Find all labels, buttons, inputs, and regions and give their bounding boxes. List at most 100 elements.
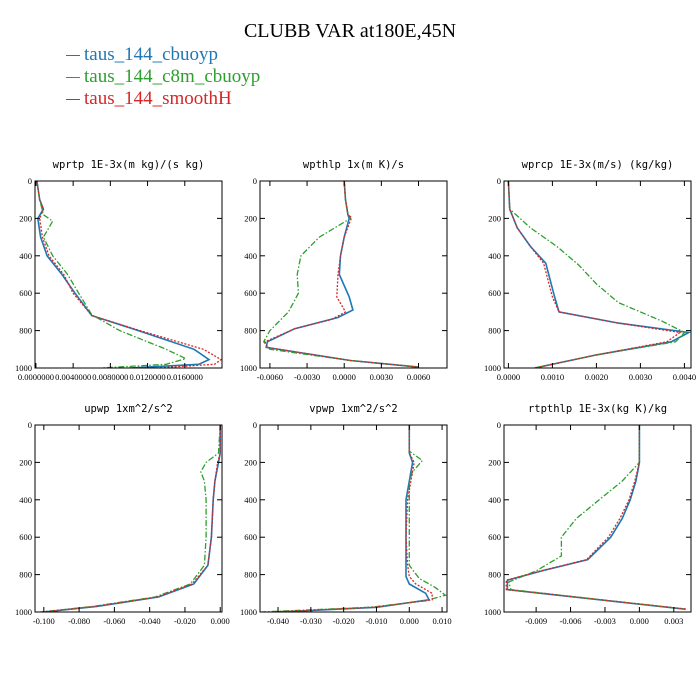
x-tick-label: 0.0040000 [55, 372, 91, 382]
x-tick-label: 0.000 [211, 616, 230, 626]
y-tick-label: 400 [244, 495, 257, 505]
x-tick-label: 0.0030 [629, 372, 652, 382]
legend-item-c8m-cbuoyp: taus_144_c8m_cbuoyp [66, 66, 260, 88]
x-tick-label: 0.0000 [497, 372, 520, 382]
x-tick-label: 0.0030 [370, 372, 393, 382]
y-tick-label: 400 [488, 251, 501, 261]
series-line-2 [262, 181, 419, 368]
series-line-1 [506, 425, 686, 610]
legend-swatch [66, 77, 80, 79]
x-tick-label: 0.000 [630, 616, 649, 626]
series-line-1 [265, 181, 419, 368]
plot-frame [34, 180, 223, 369]
legend-item-cbuoyp: taus_144_cbuoyp [66, 44, 260, 66]
y-tick-label: 1000 [15, 363, 32, 373]
x-tick-label: 0.000 [400, 616, 419, 626]
y-tick-label: 1000 [484, 363, 501, 373]
y-tick-label: 800 [244, 570, 257, 580]
y-tick-label: 400 [244, 251, 257, 261]
x-tick-label: 0.0040 [673, 372, 696, 382]
x-tick-label: -0.040 [267, 616, 289, 626]
x-tick-label: -0.010 [365, 616, 387, 626]
x-tick-label: -0.030 [300, 616, 322, 626]
x-tick-label: -0.080 [68, 616, 90, 626]
x-tick-label: -0.020 [174, 616, 196, 626]
panel-1: wprtp 1E-3x(m kg)/(s kg) 0 200 400 600 800 100… [15, 159, 223, 382]
panel-title: rtpthlp 1E-3x(kg K)/kg [528, 403, 667, 415]
series-line-1 [507, 181, 691, 368]
x-tick-label: -0.0030 [294, 372, 320, 382]
series-line-2 [40, 425, 221, 612]
y-tick-label: 800 [19, 570, 32, 580]
y-tick-label: 600 [19, 532, 32, 542]
panel-title: wpthlp 1x(m K)/s [303, 159, 404, 171]
x-tick-label: 0.010 [433, 616, 452, 626]
y-tick-label: 0 [497, 420, 501, 430]
y-tick-label: 600 [488, 288, 501, 298]
series-line-2 [36, 181, 188, 368]
panel-2: wpthlp 1x(m K)/s 0 200 400 600 800 1000-0.0060… [240, 159, 448, 382]
series-line-2 [507, 181, 686, 368]
y-tick-label: 1000 [240, 607, 257, 617]
legend: taus_144_cbuoyp taus_144_c8m_cbuoyp taus… [66, 44, 260, 110]
x-tick-label: 0.0000 [333, 372, 356, 382]
x-tick-label: -0.100 [33, 616, 55, 626]
y-tick-label: 0 [253, 176, 257, 186]
series-line-2 [261, 425, 447, 612]
series-line-2 [507, 425, 686, 610]
x-tick-label: 0.0120000 [130, 372, 166, 382]
plot-frame [259, 424, 448, 613]
figure-title: CLUBB VAR at180E,45N [243, 20, 457, 42]
plot-frame [503, 180, 692, 369]
legend-label: taus_144_smoothH [84, 88, 232, 109]
y-tick-label: 1000 [240, 363, 257, 373]
y-tick-label: 800 [488, 570, 501, 580]
y-tick-label: 800 [19, 326, 32, 336]
y-tick-label: 1000 [484, 607, 501, 617]
x-tick-label: 0.0080000 [92, 372, 128, 382]
y-tick-label: 600 [488, 532, 501, 542]
y-tick-label: 200 [19, 213, 32, 223]
legend-swatch [66, 55, 80, 57]
panel-title: wprcp 1E-3x(m/s) (kg/kg) [522, 159, 674, 171]
y-tick-label: 400 [488, 495, 501, 505]
panel-6: rtpthlp 1E-3x(kg K)/kg 0 200 400 600 800 1000 -… [484, 403, 692, 626]
legend-label: taus_144_c8m_cbuoyp [84, 66, 261, 87]
y-tick-label: 0 [28, 176, 32, 186]
panel-4: upwp 1xm^2/s^2 0 200 400 600 800 1000-0.100 -0.… [15, 403, 230, 626]
y-tick-label: 200 [19, 457, 32, 467]
x-tick-label: -0.0060 [257, 372, 283, 382]
x-tick-label: 0.0160000 [167, 372, 203, 382]
y-tick-label: 200 [244, 457, 257, 467]
series-line-3 [507, 181, 682, 368]
panel-3: wprcp 1E-3x(m/s) (kg/kg) 0 200 400 600 800 100… [484, 159, 696, 382]
series-line-3 [42, 425, 221, 612]
x-tick-label: -0.003 [594, 616, 616, 626]
plot-frame [34, 424, 223, 613]
x-tick-label: -0.060 [103, 616, 125, 626]
y-tick-label: 400 [19, 251, 32, 261]
x-tick-label: -0.009 [525, 616, 547, 626]
y-tick-label: 400 [19, 495, 32, 505]
panel-title: upwp 1xm^2/s^2 [84, 403, 173, 415]
series-line-3 [505, 425, 688, 610]
y-tick-label: 200 [244, 213, 257, 223]
series-line-3 [271, 425, 433, 612]
y-tick-label: 200 [488, 457, 501, 467]
plot-frame [259, 180, 448, 369]
x-tick-label: -0.020 [333, 616, 355, 626]
y-tick-label: 0 [28, 420, 32, 430]
y-tick-label: 1000 [15, 607, 32, 617]
y-tick-label: 200 [488, 213, 501, 223]
y-tick-label: 600 [19, 288, 32, 298]
y-tick-label: 800 [488, 326, 501, 336]
plot-frame [503, 424, 692, 613]
y-tick-label: 0 [497, 176, 501, 186]
y-tick-label: 600 [244, 532, 257, 542]
panel-5: vpwp 1xm^2/s^2 0 200 400 600 800 1000 -0.040 -0.… [240, 403, 452, 626]
legend-label: taus_144_cbuoyp [84, 44, 219, 65]
panel-title: wprtp 1E-3x(m kg)/(s kg) [53, 159, 205, 171]
panel-title: vpwp 1xm^2/s^2 [309, 403, 398, 415]
y-tick-label: 0 [253, 420, 257, 430]
